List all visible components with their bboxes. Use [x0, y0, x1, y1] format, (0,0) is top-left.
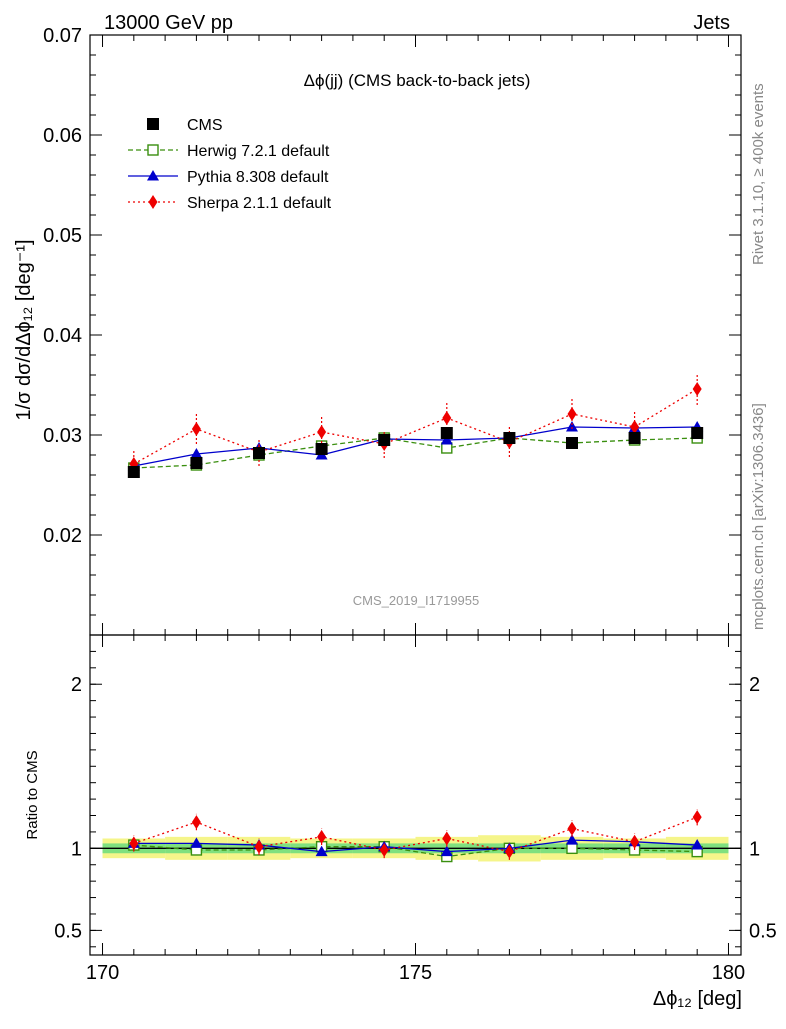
ratio-series-sherpa-2-1-1-default [129, 808, 702, 860]
data-point [190, 837, 203, 848]
data-point [379, 842, 389, 857]
legend-entry: Sherpa 2.1.1 default [128, 195, 332, 212]
main-ylabel-text: 1/σ dσ/dΔϕ₁₂ [deg⁻¹] [13, 239, 35, 420]
data-point [440, 427, 453, 439]
series-line [133, 839, 698, 853]
x-tick-label: 170 [86, 962, 119, 984]
data-point [566, 842, 578, 855]
series-line [133, 388, 698, 465]
data-point [691, 427, 704, 439]
data-point [628, 432, 641, 444]
rivet-label: Rivet 3.1.10, ≥ 400k events [750, 83, 767, 265]
data-point [565, 437, 578, 449]
main-panel-content [127, 373, 704, 478]
data-point [504, 844, 514, 859]
data-point [315, 443, 328, 455]
header-energy: 13000 GeV pp [104, 12, 233, 34]
data-point [378, 434, 391, 446]
y-tick-label: 0.04 [43, 325, 82, 347]
series-line [133, 437, 698, 469]
x-axis-label: Δϕ₁₂ [deg] [653, 988, 742, 1010]
data-point [692, 382, 702, 396]
data-point [129, 836, 139, 851]
y-tick-label-right: 1 [749, 838, 760, 860]
legend-label: Herwig 7.2.1 default [187, 143, 330, 160]
data-point [127, 466, 140, 478]
legend-marker [147, 118, 159, 130]
legend-marker [147, 170, 159, 181]
data-point [630, 420, 640, 434]
y-tick-label: 0.05 [43, 225, 82, 247]
data-point [691, 839, 704, 850]
x-tick-label: 175 [399, 962, 432, 984]
data-point [442, 831, 452, 846]
data-point [630, 834, 640, 849]
data-point [315, 845, 328, 857]
y-tick-label: 0.06 [43, 125, 82, 147]
ratio-y-axis: 0.5 0.5 1 1 2 2 [54, 650, 777, 948]
data-point [317, 829, 327, 844]
x-tick-label: 180 [712, 962, 745, 984]
series-line [133, 844, 698, 858]
x-axis: 170 175 180 [86, 635, 745, 984]
main-y-axis: 0.02 0.03 0.04 0.05 0.06 0.07 [43, 25, 741, 636]
chart-title: Δϕ(jj) (CMS back-to-back jets) [304, 71, 531, 90]
data-point [440, 434, 453, 445]
legend-entry: Pythia 8.308 default [128, 169, 329, 186]
data-point [567, 821, 577, 836]
mcplots-label: mcplots.cern.ch [arXiv:1306.3436] [750, 403, 767, 630]
legend-label: CMS [187, 117, 223, 134]
y-tick-label-right: 2 [749, 674, 760, 696]
legend-label: Sherpa 2.1.1 default [187, 195, 332, 212]
legend: CMS Herwig 7.2.1 default Pythia 8.308 defa… [128, 117, 332, 212]
y-tick-label: 0.02 [43, 525, 82, 547]
y-tick-label: 0.03 [43, 425, 82, 447]
data-point [442, 411, 452, 425]
data-point [190, 457, 203, 469]
watermark: CMS_2019_I1719955 [353, 593, 480, 608]
data-point [254, 839, 264, 854]
data-point [190, 448, 203, 459]
series-cms [127, 427, 704, 478]
legend-marker [147, 144, 159, 156]
header-process: Jets [693, 12, 730, 34]
series-line [133, 426, 698, 467]
data-point [692, 810, 702, 825]
y-tick-label: 0.07 [43, 25, 82, 47]
y-tick-label: 0.5 [54, 920, 82, 942]
y-tick-label: 2 [71, 674, 82, 696]
legend-entry: Herwig 7.2.1 default [128, 143, 330, 160]
main-ylabel: 1/σ dσ/dΔϕ₁₂ [deg⁻¹] [13, 239, 35, 420]
data-point [567, 407, 577, 421]
series-line [133, 816, 698, 853]
y-tick-label-right: 0.5 [749, 920, 777, 942]
ratio-panel: 0.5 0.5 1 1 2 2 Ratio to CMS 170 175 180 Δϕ₁₂ [… [24, 634, 777, 1010]
legend-label: Pythia 8.308 default [187, 169, 329, 186]
data-point [191, 422, 201, 436]
ratio-panel-content [90, 808, 741, 863]
legend-entry: CMS [147, 117, 223, 134]
y-tick-label: 1 [71, 838, 82, 860]
data-point [565, 421, 578, 432]
ratio-ylabel: Ratio to CMS [24, 750, 41, 839]
data-point [191, 815, 201, 830]
data-point [253, 447, 266, 459]
data-point [503, 432, 516, 444]
data-point [440, 845, 453, 857]
data-point [317, 425, 327, 439]
legend-marker [148, 195, 158, 209]
data-point [565, 834, 578, 845]
